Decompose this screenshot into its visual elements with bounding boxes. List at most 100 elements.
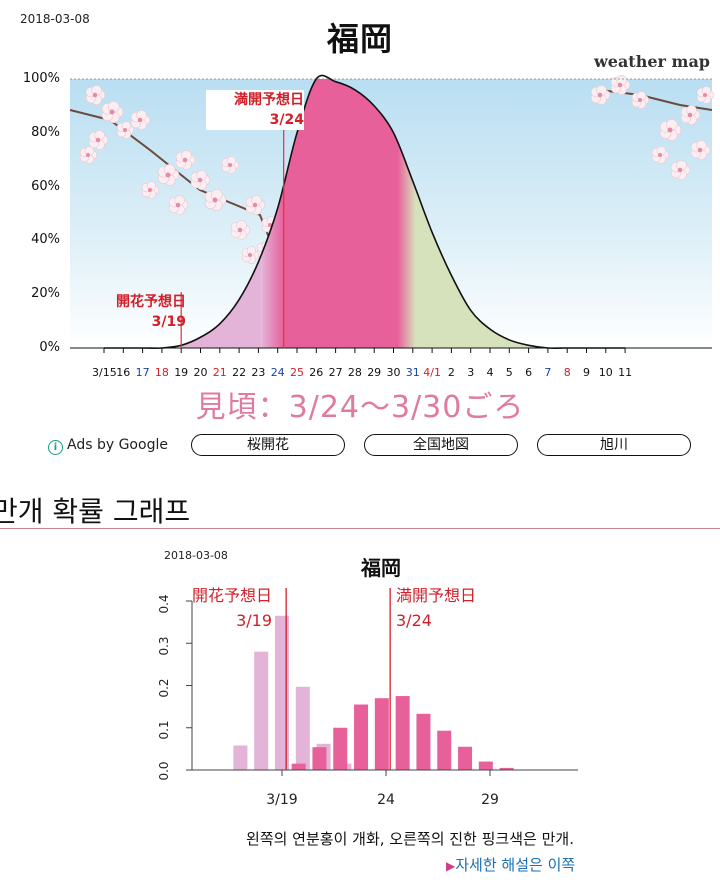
bar-x-tick-29: 29 <box>481 792 499 808</box>
blossom <box>88 130 109 150</box>
bar-x-tick-3-19: 3/19 <box>266 792 298 808</box>
x-tick-label: 17 <box>135 366 150 379</box>
bloom-probability-area-chart <box>69 74 715 353</box>
chart-caption: 왼쪽의 연분홍이 개화, 오른쪽의 진한 핑크색은 만개. <box>246 830 574 848</box>
blossom <box>175 150 196 170</box>
bar-y-tick-0.0: 0.0 <box>157 761 171 781</box>
y-tick-80: 80% <box>31 125 60 140</box>
x-tick-label: 3/15 <box>92 366 117 379</box>
blossom <box>659 118 682 142</box>
blossom <box>79 146 98 164</box>
flowering-bar <box>295 686 310 770</box>
bottom-chart-date: 2018-03-08 <box>164 549 228 562</box>
play-arrow-icon: ▶ <box>446 859 456 873</box>
blossom <box>157 163 180 187</box>
y-tick-0: 0% <box>39 340 60 355</box>
blossom <box>116 121 135 139</box>
ad-link-sakura-kaika[interactable]: 桜開花 <box>191 434 345 456</box>
x-tick-label: 4/1 <box>423 366 441 379</box>
y-tick-40: 40% <box>31 232 60 247</box>
full-bloom-annotation: 満開予想日 3/24 <box>206 90 304 130</box>
x-tick-label: 16 <box>116 366 131 379</box>
x-tick-label: 2 <box>447 366 455 379</box>
bar-y-tick-0.3: 0.3 <box>157 636 171 656</box>
x-tick-label: 19 <box>174 366 189 379</box>
x-tick-label: 3 <box>467 366 475 379</box>
blossom <box>101 100 124 124</box>
x-tick-label: 23 <box>251 366 266 379</box>
blossom <box>230 220 251 240</box>
top-chart-title: 福岡 <box>326 20 393 58</box>
bar-y-tick-0.2: 0.2 <box>157 678 171 698</box>
x-tick-label: 5 <box>505 366 513 379</box>
x-tick-label: 7 <box>544 366 552 379</box>
blossom <box>221 156 240 174</box>
full-bloom-bar <box>312 747 327 770</box>
x-tick-label: 29 <box>367 366 382 379</box>
open-forecast-annotation: 開花予想日 3/19 <box>88 292 186 332</box>
x-tick-label: 6 <box>525 366 533 379</box>
x-tick-label: 8 <box>563 366 571 379</box>
x-tick-label: 28 <box>347 366 362 379</box>
ad-link-asahikawa[interactable]: 旭川 <box>537 434 691 456</box>
full-bloom-bar <box>354 704 369 770</box>
full-bloom-bar <box>291 763 306 770</box>
full-bloom-bar <box>437 730 452 770</box>
x-tick-label: 11 <box>618 366 633 379</box>
info-icon[interactable]: i <box>48 440 63 455</box>
best-viewing-period: 見頃：3/24～3/30ごろ <box>195 390 525 425</box>
x-tick-label: 24 <box>270 366 285 379</box>
flowering-bar <box>233 745 248 770</box>
full-bloom-label: 満開予想日 <box>234 92 304 108</box>
ads-by-google[interactable]: i Ads by Google <box>48 437 168 455</box>
full-bloom-bar <box>416 713 431 770</box>
top-chart-date: 2018-03-08 <box>20 12 90 26</box>
bar-y-tick-0.4: 0.4 <box>157 594 171 614</box>
bar-y-tick-0.1: 0.1 <box>157 720 171 740</box>
full-bloom-date: 3/24 <box>269 112 304 128</box>
bloom-curve <box>104 74 626 349</box>
open-forecast-label: 開花予想日 <box>116 294 186 310</box>
bottom-chart-title: 福岡 <box>361 556 401 580</box>
blossom <box>670 160 691 180</box>
blossom <box>141 181 160 199</box>
blossom <box>204 188 227 212</box>
blossom <box>85 85 106 105</box>
full-bloom-bar <box>478 761 493 770</box>
full-bloom-bar <box>333 727 348 770</box>
x-tick-label: 4 <box>486 366 494 379</box>
bar-full-bloom-date: 3/24 <box>396 611 432 630</box>
x-tick-label: 22 <box>232 366 247 379</box>
full-bloom-bar <box>395 696 410 770</box>
x-tick-label: 20 <box>193 366 208 379</box>
y-tick-20: 20% <box>31 286 60 301</box>
blossom <box>130 110 151 130</box>
flowering-bar <box>275 615 289 770</box>
x-tick-label: 27 <box>328 366 343 379</box>
blossom <box>696 86 715 104</box>
blossom <box>168 195 189 215</box>
section-title: 만개 확률 그래프 <box>0 495 191 528</box>
blossom <box>651 146 670 164</box>
x-tick-label: 25 <box>290 366 304 379</box>
blossom <box>245 195 266 215</box>
blossom <box>680 105 701 125</box>
full-bloom-bar <box>458 746 473 770</box>
blossom <box>610 75 631 95</box>
cherry-blossom-decoration <box>69 75 715 264</box>
blossom <box>190 170 211 190</box>
details-link-text[interactable]: 자세한 해설은 이쪽 <box>455 856 576 874</box>
section-divider <box>0 528 720 529</box>
details-link[interactable]: ▶자세한 해설은 이쪽 <box>446 854 575 875</box>
bar-open-forecast-annotation: 開花予想日 3/19 <box>174 583 272 633</box>
flowering-bar <box>254 651 269 770</box>
ad-link-zenkoku-chizu[interactable]: 全国地図 <box>364 434 518 456</box>
x-tick-label: 26 <box>309 366 324 379</box>
weathermap-logo: weather map <box>593 52 710 71</box>
x-tick-label: 18 <box>154 366 169 379</box>
full-bloom-bar <box>374 698 389 770</box>
blossom <box>590 85 611 105</box>
bar-full-bloom-annotation: 満開予想日 3/24 <box>396 583 506 633</box>
ads-label: Ads by Google <box>67 437 168 453</box>
